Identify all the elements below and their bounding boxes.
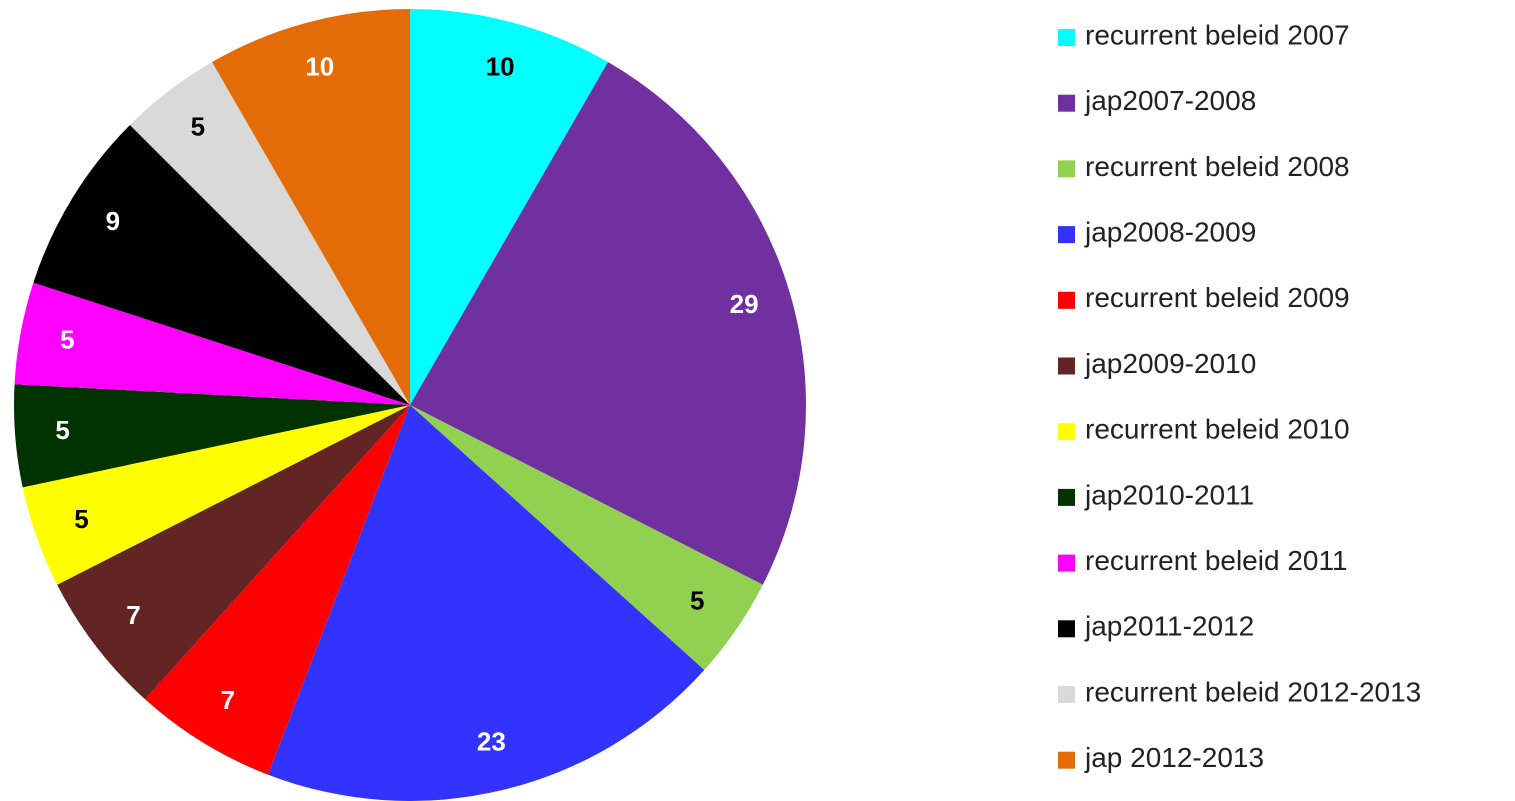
legend-label: jap2011-2012 — [1084, 611, 1254, 642]
legend-label: jap2007-2008 — [1084, 85, 1256, 116]
pie-slice — [145, 405, 410, 775]
legend-label: recurrent beleid 2011 — [1085, 545, 1348, 576]
legend-swatch — [1058, 226, 1075, 244]
data-label: 9 — [106, 206, 120, 236]
legend-swatch — [1058, 686, 1075, 703]
legend-label: jap2010-2011 — [1084, 479, 1254, 510]
pie-slice — [57, 405, 411, 700]
legend-swatch — [1058, 94, 1075, 112]
pie-slice — [33, 124, 410, 405]
data-label: 7 — [126, 600, 140, 630]
pie-slice — [129, 62, 410, 405]
data-label: 5 — [60, 324, 74, 354]
data-label: 5 — [55, 415, 69, 445]
legend-swatch — [1058, 488, 1075, 506]
legend-swatch — [1058, 554, 1075, 572]
pie-slice — [268, 405, 705, 801]
data-label: 10 — [486, 51, 515, 81]
pie-slice — [14, 282, 411, 405]
legend-label: jap 2012-2013 — [1084, 742, 1264, 773]
legend-label: recurrent beleid 2008 — [1085, 151, 1350, 182]
pie-slice — [22, 405, 410, 585]
legend-swatch — [1058, 29, 1075, 46]
data-label: 5 — [74, 504, 88, 534]
legend-swatch — [1058, 423, 1075, 441]
legend-swatch — [1058, 357, 1075, 375]
pie-slice — [410, 405, 763, 670]
legend-label: recurrent beleid 2009 — [1085, 282, 1350, 313]
data-label: 5 — [191, 111, 205, 141]
legend-label: jap2008-2009 — [1084, 216, 1256, 247]
data-label: 7 — [221, 685, 235, 715]
pie-slice — [14, 384, 411, 488]
legend-label: recurrent beleid 2012-2013 — [1085, 676, 1421, 707]
legend-swatch — [1058, 160, 1075, 178]
legend-swatch — [1058, 751, 1075, 769]
data-label: 10 — [305, 51, 334, 81]
data-label: 5 — [690, 585, 704, 615]
pie-slice — [410, 62, 806, 585]
legend-label: recurrent beleid 2007 — [1085, 19, 1350, 50]
legend-swatch — [1058, 291, 1075, 309]
pie-slice — [410, 9, 608, 405]
data-label: 29 — [730, 289, 759, 319]
legend-label: jap2009-2010 — [1084, 348, 1256, 379]
pie-slice — [212, 9, 410, 405]
legend-label: recurrent beleid 2010 — [1085, 414, 1350, 445]
legend-swatch — [1058, 620, 1075, 638]
data-label: 23 — [477, 727, 506, 757]
